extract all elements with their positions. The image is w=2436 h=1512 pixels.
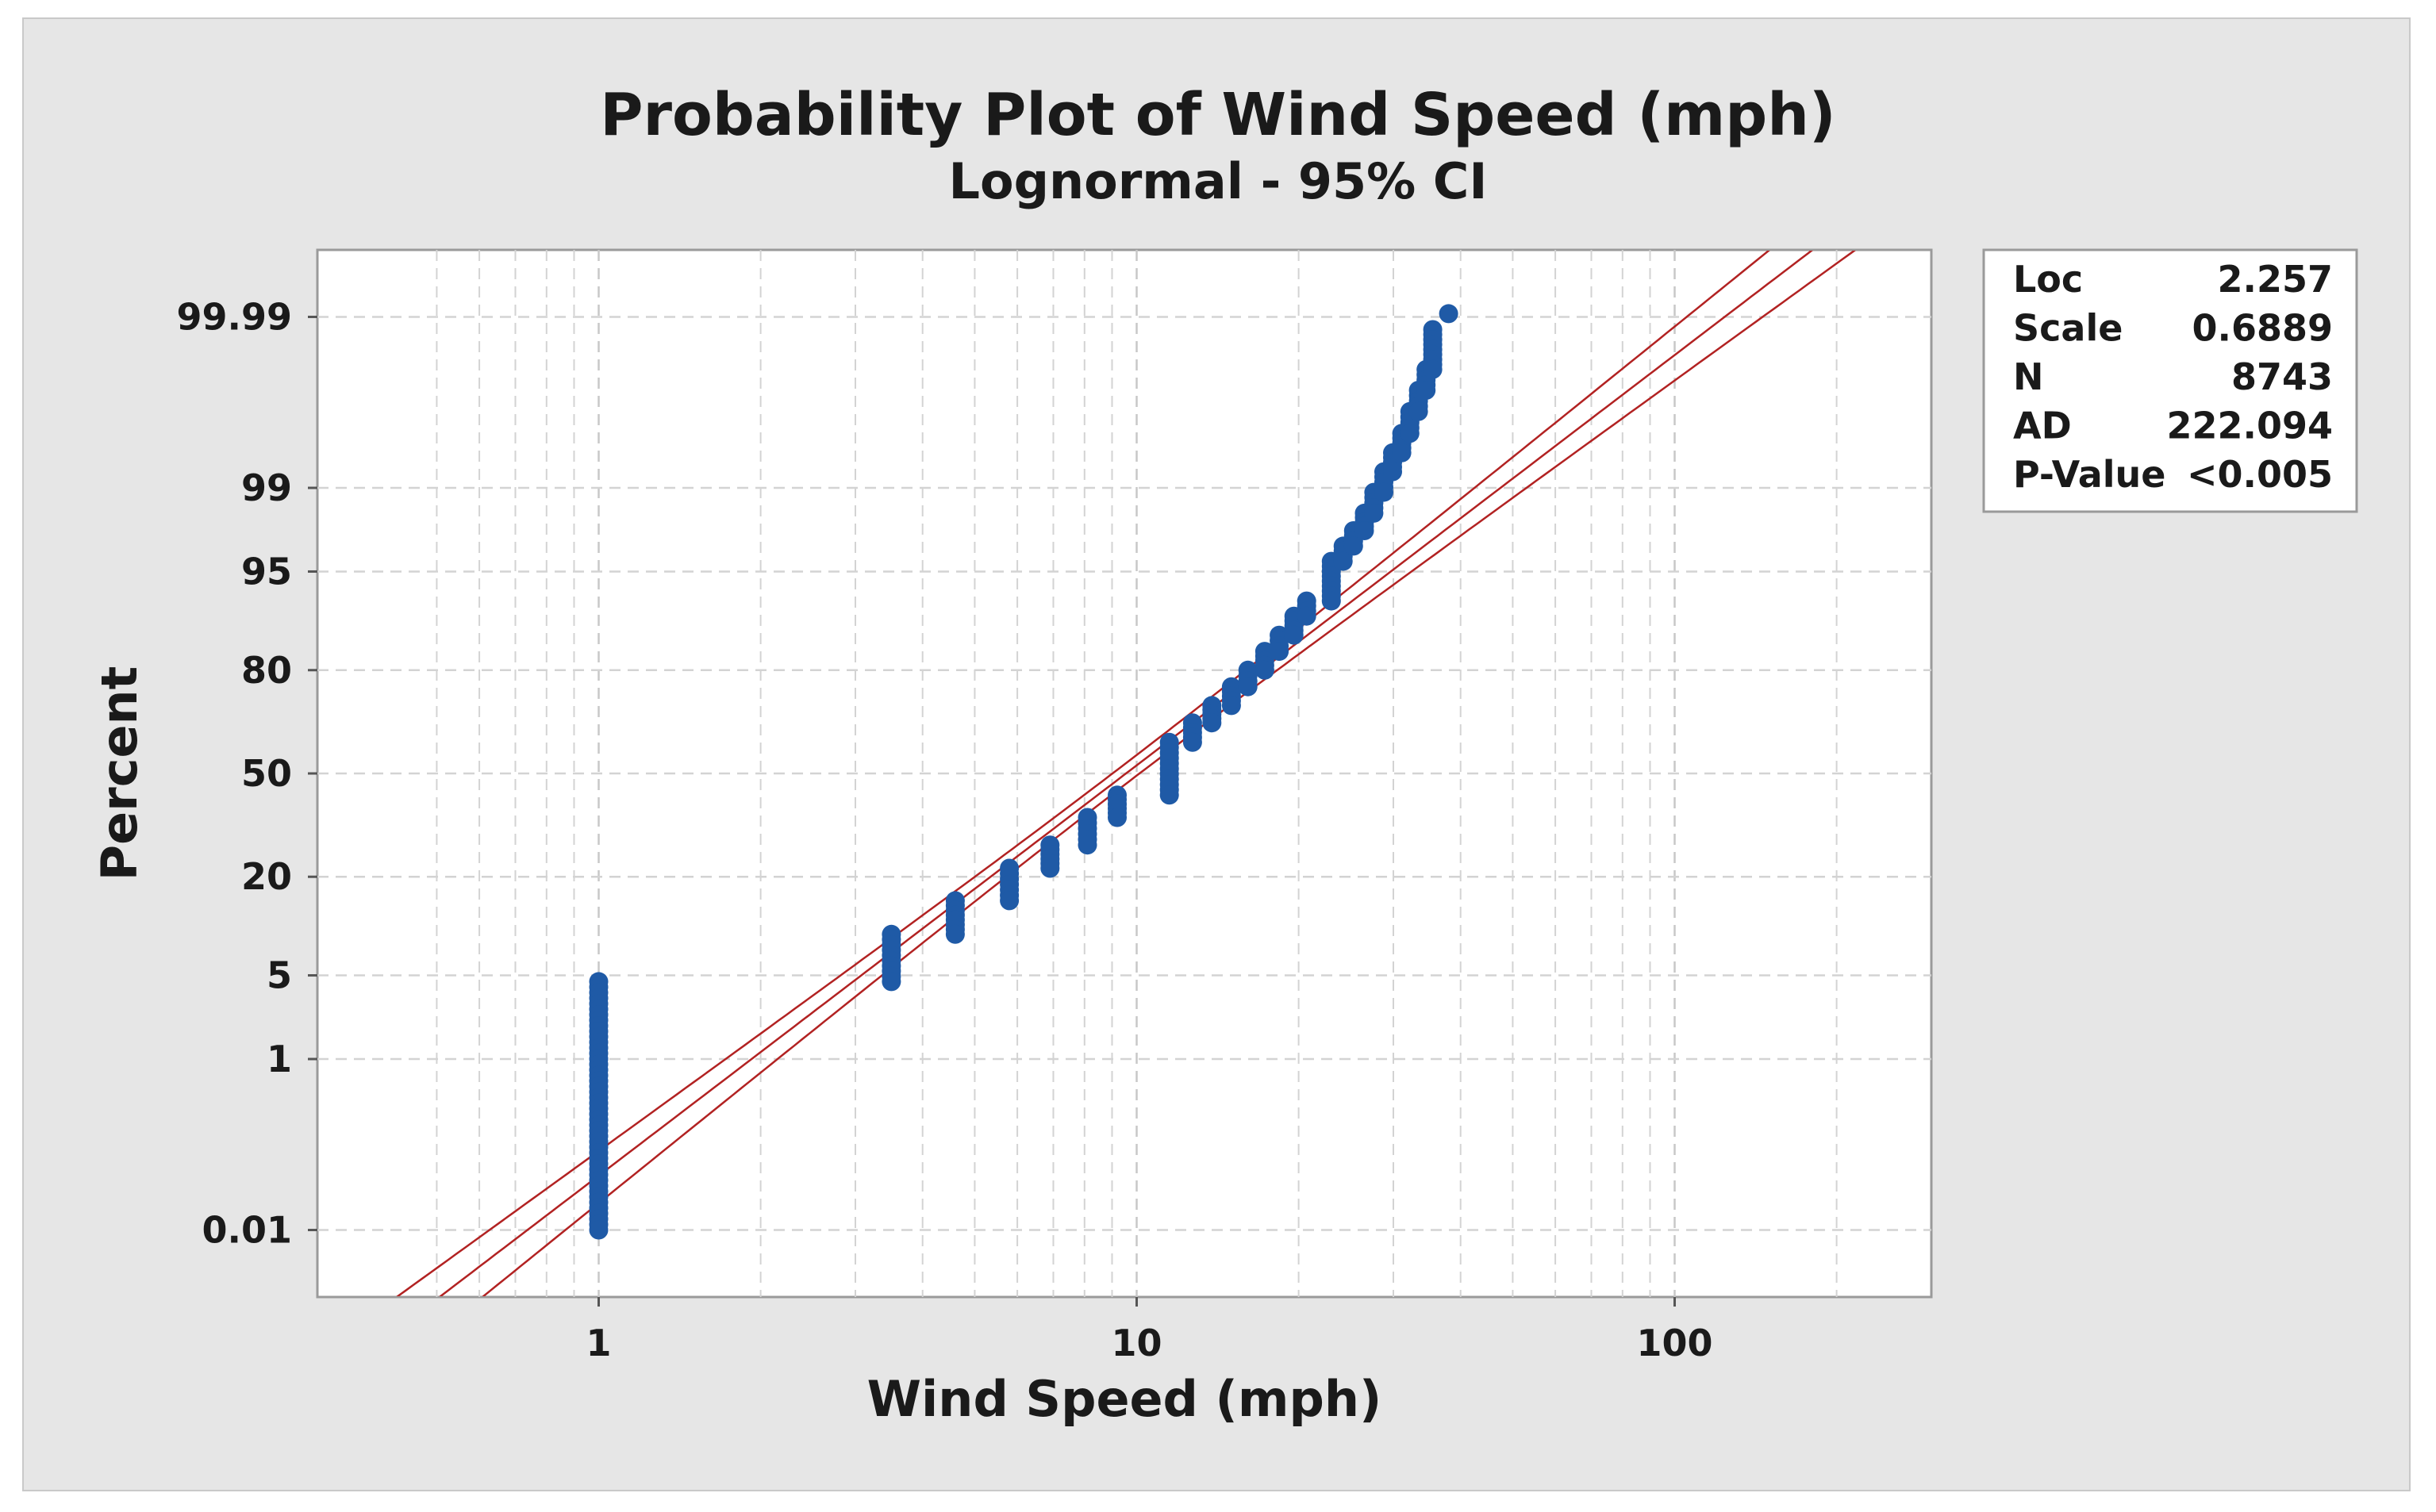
stats-label: Loc bbox=[2013, 258, 2083, 301]
data-point bbox=[1416, 381, 1436, 400]
data-point bbox=[1374, 482, 1393, 502]
ci-upper-line bbox=[482, 251, 1857, 1296]
stats-label: AD bbox=[2013, 405, 2072, 447]
data-point bbox=[1383, 462, 1402, 482]
stats-value: 222.094 bbox=[2166, 405, 2333, 447]
y-axis-ticks: 0.01 1 5 20 50 80 95 99 99.99 bbox=[176, 295, 317, 1252]
stats-value: 8743 bbox=[2231, 355, 2333, 398]
stats-value: <0.005 bbox=[2187, 453, 2333, 496]
grid bbox=[317, 250, 1931, 1297]
data-point bbox=[1423, 359, 1443, 379]
data-point bbox=[1321, 591, 1341, 611]
data-point bbox=[1364, 503, 1384, 523]
data-point bbox=[1078, 835, 1097, 855]
data-point bbox=[1108, 808, 1127, 827]
data-point bbox=[1000, 891, 1020, 911]
data-points bbox=[589, 304, 1458, 1240]
x-axis-ticks: 1 10 100 bbox=[586, 1297, 1713, 1364]
data-point bbox=[1221, 696, 1241, 716]
stats-box bbox=[1982, 248, 2358, 513]
x-tick-label: 1 bbox=[586, 1322, 612, 1364]
x-tick-label: 100 bbox=[1636, 1322, 1712, 1364]
stats-label: P-Value bbox=[2013, 453, 2166, 496]
data-point bbox=[1343, 536, 1363, 556]
data-point bbox=[1270, 642, 1289, 662]
stats-value: 0.6889 bbox=[2192, 307, 2333, 350]
stats-legend: Loc 2.257 Scale 0.6889 N 8743 AD 222.094P-Value… bbox=[1982, 248, 2358, 513]
data-point bbox=[1238, 677, 1258, 697]
chart-subtitle: Lognormal - 95% CI bbox=[949, 152, 1488, 210]
fit-line bbox=[439, 251, 1813, 1296]
data-point bbox=[1255, 660, 1274, 680]
data-point bbox=[882, 972, 901, 992]
data-point bbox=[1202, 713, 1222, 733]
data-point bbox=[1400, 424, 1420, 443]
data-point bbox=[1159, 785, 1179, 805]
y-tick-label: 1 bbox=[267, 1038, 292, 1080]
x-axis-label: Wind Speed (mph) bbox=[867, 1370, 1382, 1428]
y-tick-label: 50 bbox=[241, 752, 292, 795]
stats-label: N bbox=[2013, 355, 2044, 398]
x-tick-label: 10 bbox=[1112, 1322, 1162, 1364]
chart-title: Probability Plot of Wind Speed (mph) bbox=[600, 81, 1835, 149]
data-point bbox=[945, 924, 965, 944]
data-point bbox=[1182, 732, 1202, 752]
data-point bbox=[1040, 858, 1060, 878]
stats-label: Scale bbox=[2013, 307, 2123, 350]
y-tick-label: 95 bbox=[241, 550, 292, 593]
y-axis-label: Percent bbox=[90, 666, 148, 881]
y-tick-label: 99 bbox=[241, 466, 292, 509]
data-point bbox=[1354, 521, 1374, 540]
y-tick-label: 20 bbox=[241, 855, 292, 898]
data-point bbox=[589, 1220, 609, 1240]
data-point bbox=[1333, 551, 1353, 571]
y-tick-label: 0.01 bbox=[202, 1209, 293, 1252]
data-point bbox=[1439, 304, 1458, 324]
data-point bbox=[1284, 625, 1304, 645]
y-tick-label: 80 bbox=[241, 649, 292, 692]
y-tick-label: 99.99 bbox=[176, 295, 292, 338]
stats-value: 2.257 bbox=[2217, 258, 2333, 301]
data-point bbox=[1408, 401, 1428, 421]
y-tick-label: 5 bbox=[267, 954, 292, 997]
data-point bbox=[1297, 606, 1316, 626]
data-point bbox=[1392, 443, 1412, 462]
